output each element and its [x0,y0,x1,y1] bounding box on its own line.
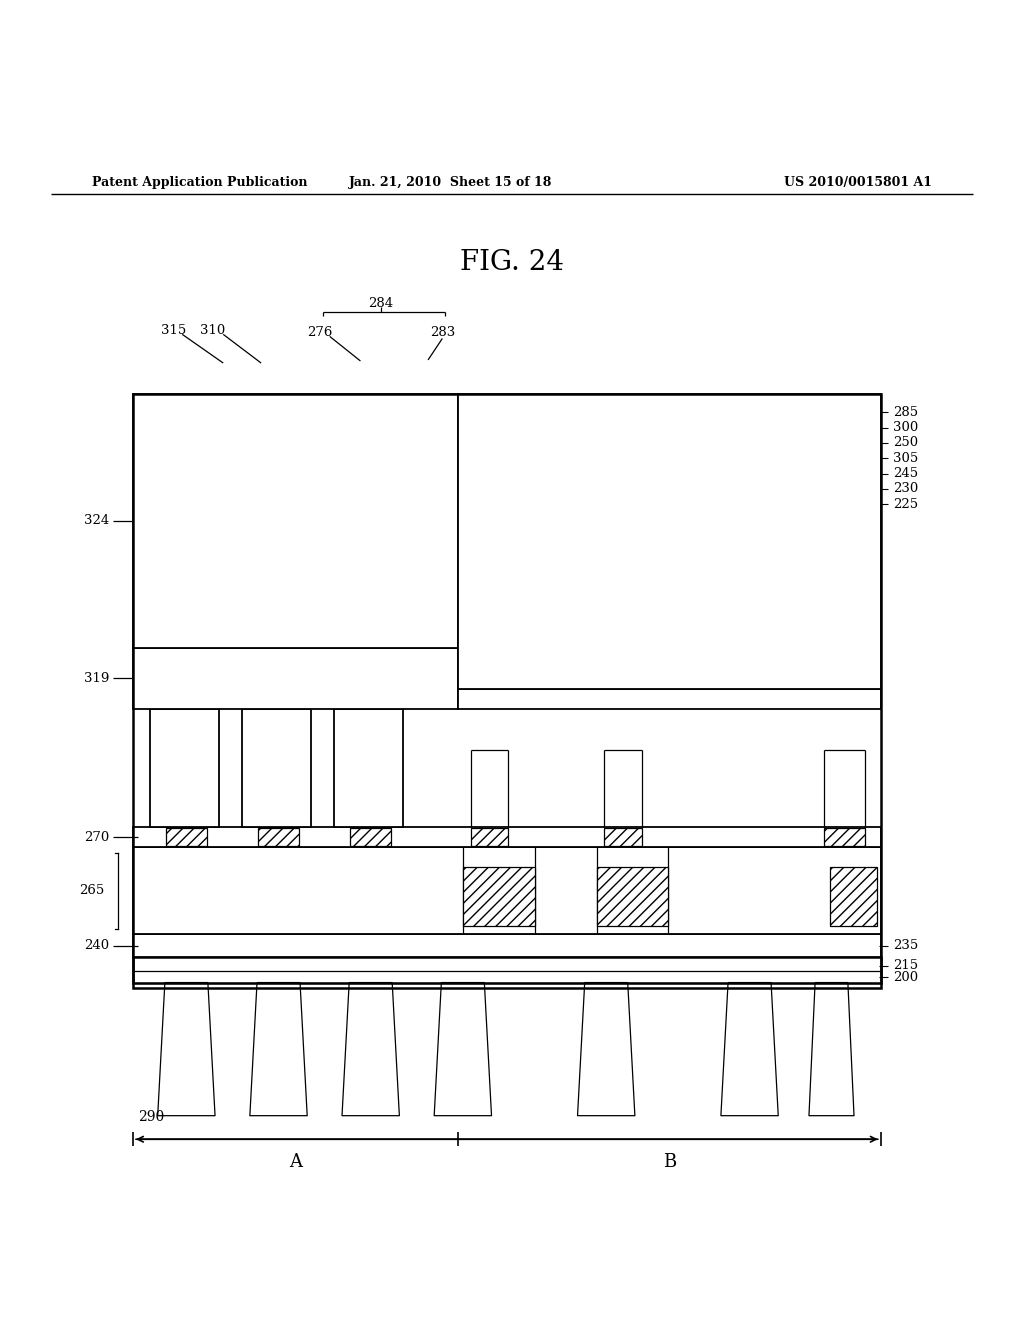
Text: US 2010/0015801 A1: US 2010/0015801 A1 [783,177,932,189]
Text: 324: 324 [84,515,110,527]
Bar [464,867,536,927]
Bar [459,689,881,709]
Text: Patent Application Publication: Patent Application Publication [92,177,307,189]
Text: 235: 235 [893,940,919,952]
Text: 240: 240 [84,940,110,952]
Text: Jan. 21, 2010  Sheet 15 of 18: Jan. 21, 2010 Sheet 15 of 18 [349,177,552,189]
Bar [459,393,881,689]
Bar [150,709,219,826]
Bar [242,709,311,826]
Bar [133,393,459,648]
Text: 284: 284 [369,297,393,310]
Bar [166,829,207,846]
Text: B: B [663,1152,676,1171]
Bar [334,709,403,826]
Bar [824,829,865,846]
Text: 319: 319 [84,672,110,685]
Bar [604,829,642,846]
Bar [597,867,669,927]
Text: 265: 265 [79,884,104,898]
Text: 305: 305 [893,451,919,465]
Bar [133,957,881,982]
Bar [258,829,299,846]
Text: 276: 276 [307,326,332,339]
Text: 310: 310 [201,323,225,337]
Text: 215: 215 [893,960,919,973]
Bar [133,847,881,935]
Text: FIG. 24: FIG. 24 [460,249,564,276]
Bar [133,648,459,709]
Text: A: A [289,1152,302,1171]
Bar [471,829,509,846]
Bar [830,867,877,927]
Text: 283: 283 [430,326,455,339]
Text: 290: 290 [138,1110,165,1123]
Text: 200: 200 [893,972,919,983]
Text: 245: 245 [893,467,919,480]
Bar [350,829,391,846]
Bar [133,826,881,847]
Text: 230: 230 [893,483,919,495]
Text: 270: 270 [84,830,110,843]
Text: 315: 315 [162,323,186,337]
Text: 250: 250 [893,437,919,449]
Bar [133,935,881,957]
Text: 285: 285 [893,405,919,418]
Bar [133,393,881,987]
Text: 300: 300 [893,421,919,434]
Text: 225: 225 [893,498,919,511]
